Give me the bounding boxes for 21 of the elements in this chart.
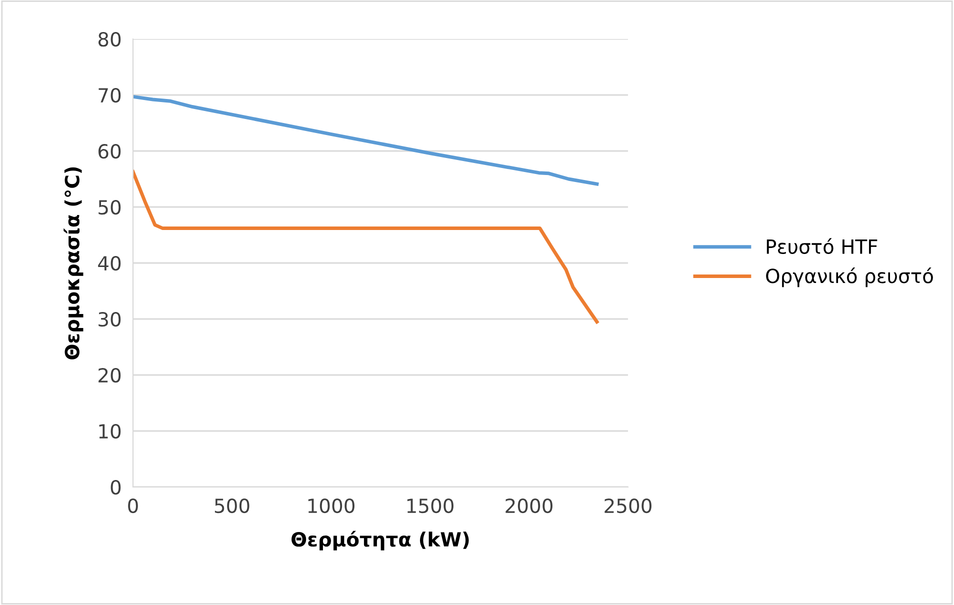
x-axis-title: Θερμότητα (kW) bbox=[292, 530, 469, 550]
x-tick-label: 1500 bbox=[407, 498, 454, 514]
y-tick-label: 60 bbox=[98, 144, 121, 159]
legend-label: Ρευστό HTF bbox=[766, 238, 878, 254]
line-series bbox=[133, 94, 599, 186]
y-tick-label: 30 bbox=[98, 312, 121, 327]
x-tick-label: 0 bbox=[128, 498, 138, 514]
y-tick-label: 10 bbox=[99, 424, 121, 439]
x-tick-label: 2500 bbox=[604, 498, 652, 514]
x-tick-label: 500 bbox=[214, 498, 250, 514]
y-tick-label: 20 bbox=[98, 368, 121, 383]
y-tick-label: 80 bbox=[98, 32, 121, 47]
line-series bbox=[133, 170, 599, 324]
y-tick-label: 70 bbox=[98, 88, 121, 103]
y-axis-title: Θερμοκρασία (°C) bbox=[64, 167, 84, 360]
y-tick-label: 40 bbox=[98, 256, 121, 271]
y-tick-label: 50 bbox=[98, 200, 121, 215]
legend-label: Οργανικό ρευστό bbox=[766, 267, 933, 288]
x-tick-label: 1000 bbox=[308, 498, 354, 514]
y-tick-label: 0 bbox=[110, 480, 121, 495]
x-tick-label: 2000 bbox=[506, 498, 552, 514]
